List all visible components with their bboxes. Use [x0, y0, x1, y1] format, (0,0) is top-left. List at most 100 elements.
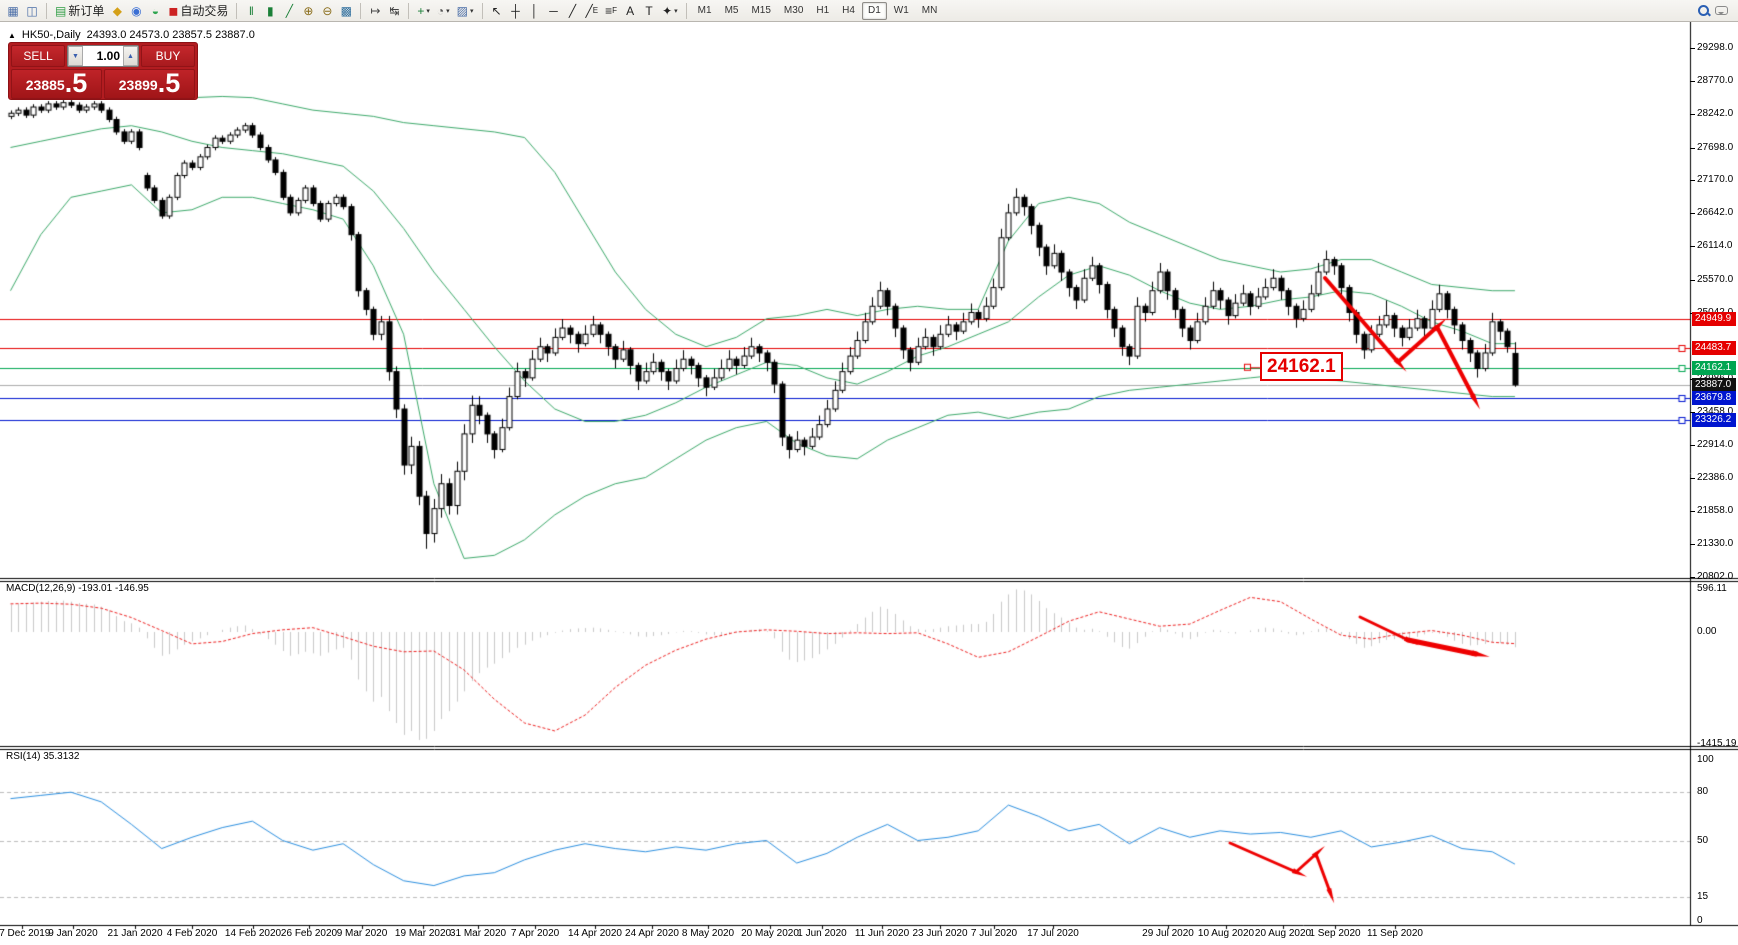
periods-icon[interactable]: ◔ ▾: [434, 2, 453, 20]
vertical-line-icon[interactable]: │: [526, 2, 544, 20]
timeframe-m5[interactable]: M5: [724, 5, 739, 16]
volume-up-button[interactable]: ▲: [123, 46, 138, 66]
community-icon[interactable]: ◉: [127, 2, 145, 20]
price-tick: 27698.0: [1689, 141, 1734, 153]
price-callout-label[interactable]: 24162.1: [1260, 352, 1343, 381]
periods-icon-caret[interactable]: ▾: [446, 7, 450, 15]
indicators-icon: +: [417, 3, 425, 18]
date-tick: 9 Jan 2020: [48, 928, 98, 939]
timeframe-m15[interactable]: M15: [751, 5, 771, 16]
charts-window-icon[interactable]: ▦: [4, 2, 22, 20]
trendline-icon[interactable]: ╱: [564, 2, 582, 20]
autotrading-icon-label: 自动交易: [180, 4, 229, 18]
tile-windows-icon[interactable]: ▩: [337, 2, 355, 20]
crosshair-icon: ┼: [511, 3, 520, 18]
tile-windows-icon: ▩: [340, 3, 353, 18]
sell-price[interactable]: 23885 .5: [11, 69, 102, 99]
sell-price-main: 23885: [25, 77, 65, 93]
buy-button[interactable]: BUY: [141, 45, 195, 67]
new-order-icon[interactable]: ▤ 新订单: [52, 2, 107, 20]
main-toolbar: ▦ ◫ ▤ 新订单 ◆ ◉ ◒ ◼ 自动交易 ‖ ▮ ╱ ⊕ ⊖ ▩ ↦ ↹ + ▾ ◔ ▾ ▨ ▾ ↖ ┼ │ ─ ╱ ╱ E ≡ F A T ✦…: [0, 0, 1738, 22]
price-tick: 25570.0: [1689, 274, 1734, 286]
text-icon[interactable]: A: [621, 2, 639, 20]
signals-icon[interactable]: ◒: [146, 2, 164, 20]
date-tick: 27 Dec 2019: [0, 928, 51, 939]
profiles-icon[interactable]: ◫: [23, 2, 41, 20]
timeframe-h1[interactable]: H1: [816, 5, 830, 16]
text-label-icon[interactable]: T: [640, 2, 658, 20]
templates-icon-caret[interactable]: ▾: [469, 7, 474, 15]
rsi-tick: 0: [1697, 915, 1703, 926]
zoom-out-icon[interactable]: ⊖: [318, 2, 336, 20]
arrows-tool-icon-caret[interactable]: ▾: [674, 7, 678, 15]
arrows-tool-icon[interactable]: ✦ ▾: [659, 2, 681, 20]
timeframe-m30[interactable]: M30: [783, 5, 804, 16]
price-tick: 20802.0: [1689, 570, 1734, 582]
timeframe-w1[interactable]: W1: [893, 5, 909, 16]
price-tag-23887.0: 23887.0: [1692, 377, 1736, 392]
volume-stepper: ▼ 1.00 ▲: [67, 45, 139, 67]
sell-button[interactable]: SELL: [11, 45, 65, 67]
buy-price-main: 23899: [118, 77, 158, 93]
bar-chart-icon[interactable]: ‖: [242, 2, 260, 20]
toolbar-separator: [481, 2, 483, 19]
date-tick: 1 Sep 2020: [1309, 928, 1361, 939]
profiles-icon: ◫: [26, 3, 38, 18]
candlestick-icon[interactable]: ▮: [261, 2, 279, 20]
toolbar-separator: [360, 2, 362, 19]
indicators-icon-caret[interactable]: ▾: [426, 7, 430, 15]
date-tick: 11 Jun 2020: [854, 928, 910, 939]
price-tag-24483.7: 24483.7: [1692, 340, 1736, 355]
channel-icon[interactable]: ╱ E: [583, 2, 602, 20]
date-tick: 7 Apr 2020: [510, 928, 560, 939]
line-chart-icon[interactable]: ╱: [280, 2, 298, 20]
chat-icon[interactable]: [1715, 6, 1728, 15]
volume-down-button[interactable]: ▼: [68, 46, 83, 66]
date-tick: 8 May 2020: [681, 928, 735, 939]
chart-shift-icon[interactable]: ↹: [385, 2, 403, 20]
fibonacci-icon[interactable]: ≡ F: [602, 2, 620, 20]
date-tick: 14 Apr 2020: [568, 928, 622, 939]
search-icon[interactable]: [1698, 5, 1709, 16]
date-tick: 20 May 2020: [741, 928, 799, 939]
rsi-tick: 80: [1697, 786, 1709, 798]
date-tick: 9 Mar 2020: [336, 928, 388, 939]
auto-scroll-icon[interactable]: ↦: [366, 2, 384, 20]
zoom-in-icon[interactable]: ⊕: [299, 2, 317, 20]
date-tick: 24 Apr 2020: [625, 928, 679, 939]
collapse-triangle-icon[interactable]: ▲: [8, 30, 16, 40]
date-tick: 11 Sep 2020: [1367, 928, 1423, 939]
line-chart-icon: ╱: [285, 3, 293, 18]
market-icon[interactable]: ◆: [108, 2, 126, 20]
macd-tick: 596.11: [1697, 583, 1727, 594]
price-tick: 29298.0: [1689, 42, 1734, 53]
macd-tick: 0.00: [1697, 626, 1717, 637]
buy-price[interactable]: 23899 .5: [104, 69, 195, 99]
date-tick: 31 Mar 2020: [449, 928, 507, 939]
date-tick: 1 Jun 2020: [797, 928, 847, 939]
chart-shift-icon: ↹: [389, 3, 400, 18]
cursor-icon: ↖: [491, 3, 502, 18]
date-tick: 7 Jul 2020: [970, 928, 1018, 939]
periods-icon: ◔: [436, 3, 445, 18]
chart-symbol: HK50-,Daily: [21, 29, 81, 41]
autotrading-icon[interactable]: ◼ 自动交易: [165, 2, 231, 20]
crosshair-icon[interactable]: ┼: [507, 2, 525, 20]
volume-value[interactable]: 1.00: [96, 49, 120, 63]
timeframe-d1[interactable]: D1: [861, 1, 887, 20]
new-order-icon: ▤: [55, 3, 67, 18]
timeframe-mn[interactable]: MN: [921, 5, 938, 16]
date-tick: 20 Aug 2020: [1254, 928, 1312, 939]
price-tick: 22914.0: [1689, 439, 1734, 451]
channel-icon-sub: E: [592, 6, 599, 15]
cursor-icon[interactable]: ↖: [488, 2, 506, 20]
horizontal-line-icon[interactable]: ─: [545, 2, 563, 20]
timeframe-m1[interactable]: M1: [697, 5, 712, 16]
timeframe-h4[interactable]: H4: [842, 5, 855, 16]
templates-icon[interactable]: ▨ ▾: [454, 2, 477, 20]
chart-canvas[interactable]: [0, 22, 1738, 945]
rsi-tick: 50: [1697, 834, 1709, 846]
indicators-icon[interactable]: + ▾: [414, 2, 433, 20]
buy-price-frac: .5: [157, 68, 181, 98]
price-tick: 26114.0: [1689, 240, 1733, 252]
